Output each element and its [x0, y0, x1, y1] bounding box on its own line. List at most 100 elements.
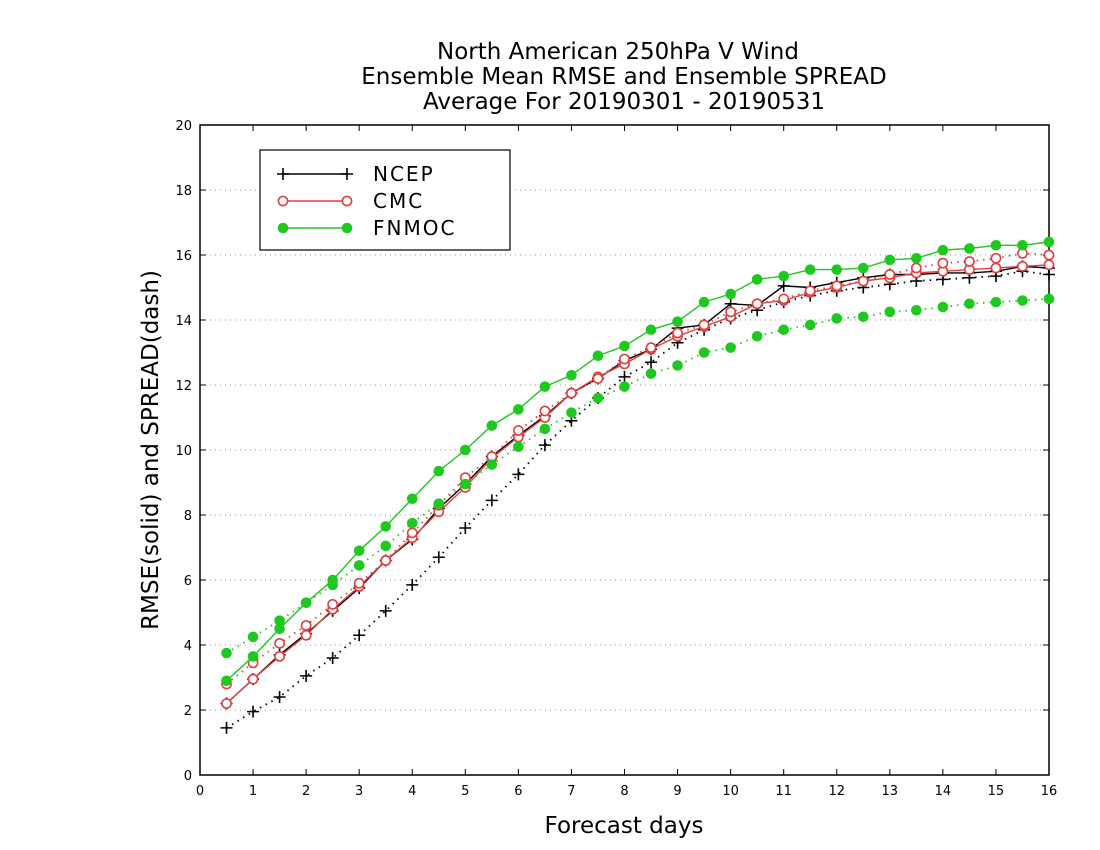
legend-box: [259, 149, 511, 251]
point-fnmoc-spread-31: [1043, 293, 1055, 305]
point-fnmoc-rmse-1: [247, 651, 259, 662]
point-fnmoc-spread-16: [645, 368, 657, 379]
point-fnmoc-rmse-14: [592, 350, 604, 362]
point-cmc-spread-11: [512, 425, 524, 436]
point-fnmoc-spread-2: [274, 615, 285, 626]
legend-marker-fnmoc-a: [277, 222, 289, 234]
legend-marker-ncep-a: [277, 168, 289, 180]
point-cmc-rmse-2: [274, 650, 285, 662]
point-fnmoc-rmse-25: [884, 254, 896, 266]
point-cmc-spread-2: [274, 637, 285, 649]
x-tick-label-1: 1: [249, 784, 257, 799]
legend-item-fnmoc: FNMOC: [277, 216, 456, 240]
series-line-fnmoc-rmse: [226, 241, 1050, 682]
point-fnmoc-spread-0: [221, 647, 232, 659]
point-fnmoc-spread-26: [911, 304, 922, 316]
point-cmc-rmse-29: [990, 262, 1002, 274]
point-fnmoc-spread-15: [619, 381, 630, 392]
point-ncep-spread-10: [485, 494, 498, 507]
point-fnmoc-spread-7: [406, 517, 418, 529]
point-ncep-spread-16: [645, 356, 658, 369]
point-fnmoc-rmse-10: [486, 420, 498, 431]
chart-title-line-2: Ensemble Mean RMSE and Ensemble SPREAD: [361, 64, 886, 90]
legend-label-cmc: CMC: [373, 189, 424, 213]
point-ncep-rmse-21: [777, 279, 790, 292]
point-fnmoc-rmse-24: [857, 262, 869, 274]
point-ncep-spread-1: [247, 705, 260, 718]
point-fnmoc-spread-20: [751, 330, 763, 342]
point-ncep-spread-11: [512, 468, 525, 481]
point-cmc-spread-16: [645, 342, 657, 354]
point-fnmoc-rmse-18: [698, 296, 710, 308]
point-ncep-spread-7: [406, 578, 419, 591]
x-tick-label-12: 12: [828, 784, 845, 799]
point-fnmoc-spread-19: [725, 342, 736, 353]
x-tick-label-3: 3: [355, 784, 363, 799]
legend-marker-ncep-b: [341, 168, 353, 180]
legend-marker-cmc-a: [277, 195, 289, 207]
series-cmc-rmse: [221, 259, 1055, 709]
y-tick-label-18: 18: [175, 184, 192, 199]
axis-ticks: 0 1 2 3 4 5 6 7 8 9 10 11 12 13 14 15 160246810121416182…: [175, 119, 1057, 799]
legend-marker-fnmoc-b: [341, 222, 353, 234]
point-fnmoc-spread-8: [433, 498, 445, 509]
point-fnmoc-spread-23: [831, 313, 843, 324]
point-cmc-spread-24: [857, 275, 869, 287]
point-fnmoc-spread-24: [857, 311, 869, 323]
series-ncep-rmse: [220, 260, 1055, 710]
point-fnmoc-spread-22: [804, 319, 816, 331]
point-fnmoc-spread-29: [990, 296, 1002, 308]
x-tick-label-5: 5: [461, 784, 469, 799]
point-cmc-spread-20: [751, 298, 763, 310]
x-tick-label-2: 2: [302, 784, 310, 799]
point-fnmoc-rmse-9: [460, 444, 471, 456]
point-fnmoc-rmse-27: [937, 244, 949, 256]
point-fnmoc-rmse-7: [406, 493, 418, 505]
point-ncep-spread-4: [326, 652, 339, 664]
point-fnmoc-rmse-11: [513, 404, 524, 415]
point-fnmoc-rmse-22: [804, 264, 816, 275]
legend-item-cmc: CMC: [277, 189, 424, 213]
point-fnmoc-rmse-6: [380, 521, 392, 532]
x-tick-label-7: 7: [567, 784, 575, 799]
y-tick-label-8: 8: [184, 509, 192, 524]
y-tick-label-14: 14: [175, 314, 192, 329]
point-cmc-spread-15: [619, 353, 630, 365]
point-cmc-spread-12: [539, 405, 551, 417]
point-fnmoc-spread-28: [964, 298, 975, 310]
point-cmc-spread-28: [964, 256, 975, 267]
chart-title-line-1: North American 250hPa V Wind: [437, 39, 799, 65]
point-fnmoc-spread-4: [327, 579, 338, 591]
x-tick-label-10: 10: [722, 784, 739, 799]
series-line-ncep-rmse: [226, 265, 1050, 705]
point-fnmoc-rmse-21: [778, 270, 789, 282]
point-cmc-spread-5: [353, 577, 365, 589]
point-cmc-rmse-31: [1043, 259, 1055, 271]
point-fnmoc-spread-6: [380, 540, 392, 552]
series-line-cmc-spread: [225, 252, 1050, 685]
y-tick-label-4: 4: [184, 639, 192, 654]
x-axis-title: Forecast days: [545, 813, 704, 839]
point-ncep-spread-31: [1043, 268, 1055, 281]
point-fnmoc-spread-12: [539, 423, 551, 435]
point-cmc-spread-29: [990, 252, 1002, 264]
point-fnmoc-rmse-30: [1017, 239, 1028, 251]
point-ncep-spread-12: [538, 439, 551, 452]
point-fnmoc-spread-30: [1017, 295, 1028, 306]
point-fnmoc-spread-14: [592, 392, 604, 404]
x-tick-label-15: 15: [988, 784, 1005, 799]
x-tick-label-4: 4: [408, 784, 416, 799]
point-fnmoc-rmse-23: [831, 264, 843, 275]
y-tick-label-0: 0: [184, 769, 192, 784]
x-tick-label-8: 8: [620, 784, 628, 799]
y-tick-label-2: 2: [184, 704, 192, 719]
point-ncep-spread-15: [618, 370, 631, 383]
series-fnmoc-spread: [221, 293, 1055, 659]
series-line-ncep-spread: [226, 270, 1050, 729]
y-tick-label-12: 12: [175, 379, 192, 394]
legend-label-fnmoc: FNMOC: [373, 216, 456, 240]
point-cmc-spread-27: [937, 257, 949, 269]
chart-title-line-3: Average For 20190301 - 20190531: [423, 89, 825, 115]
point-fnmoc-rmse-0: [221, 675, 232, 687]
point-fnmoc-rmse-15: [619, 340, 630, 352]
